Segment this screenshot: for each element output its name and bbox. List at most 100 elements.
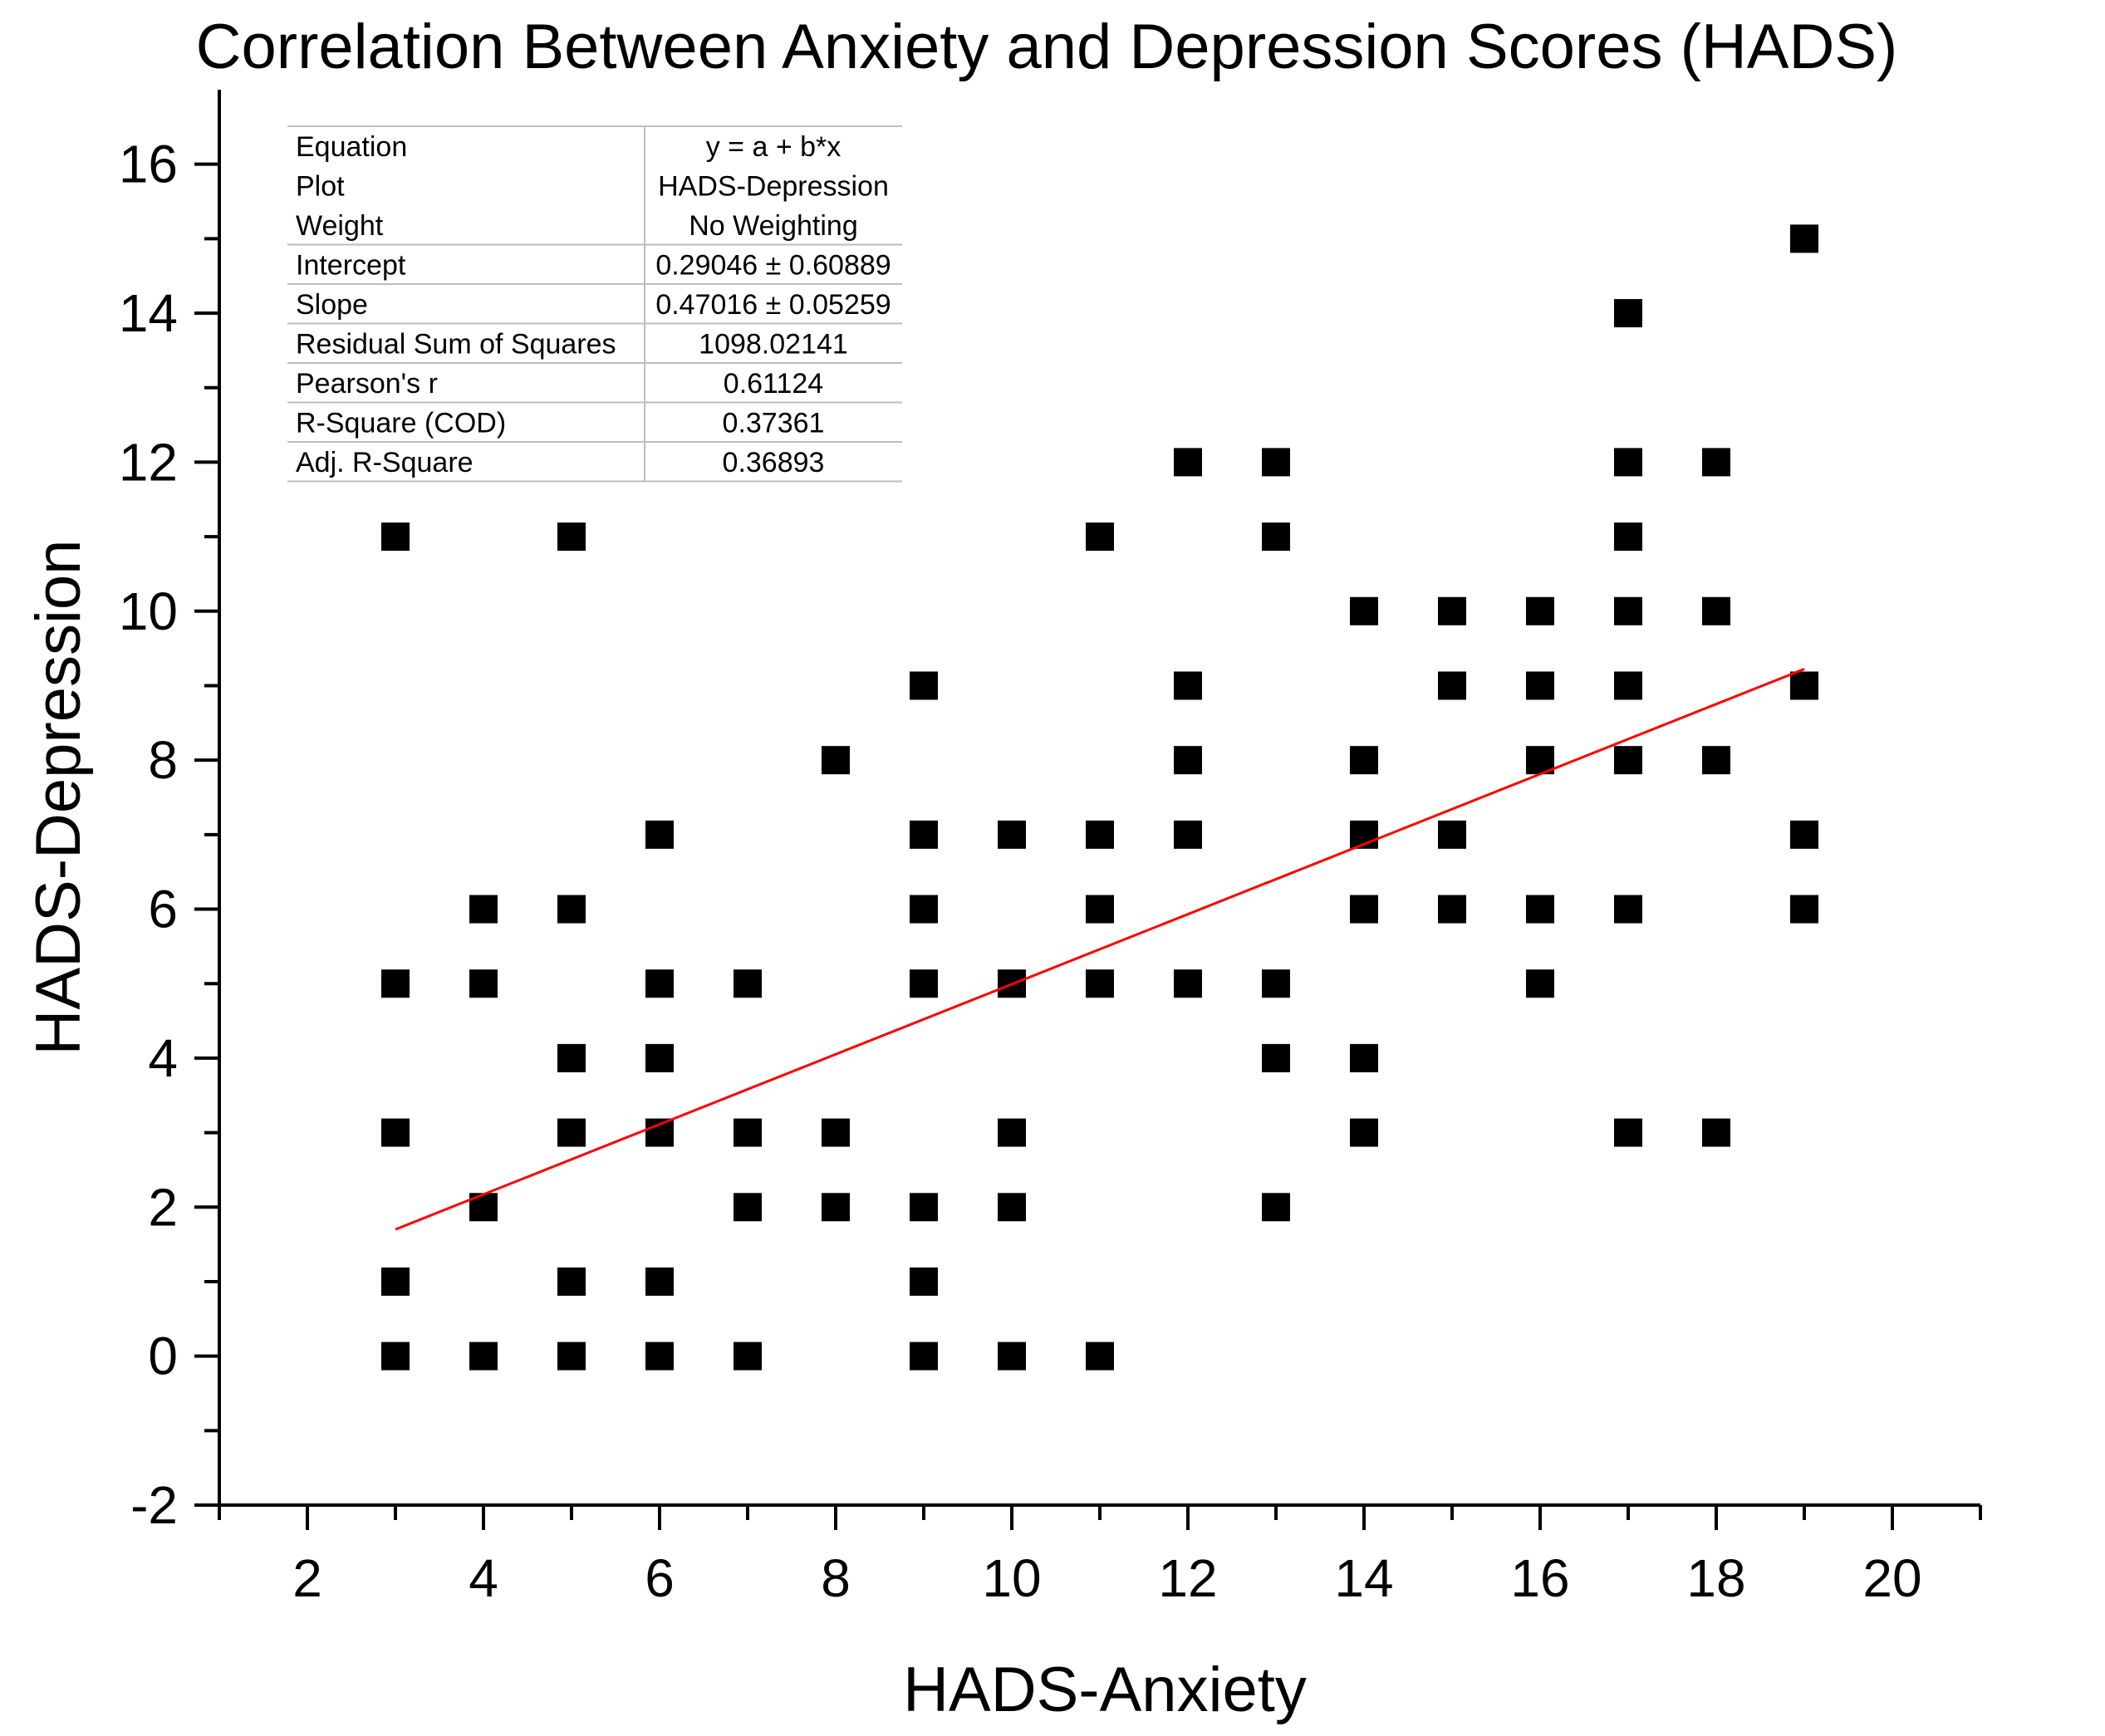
data-point xyxy=(1438,820,1466,849)
stats-value: 1098.02141 xyxy=(699,328,848,360)
data-point xyxy=(1702,596,1730,625)
stats-key: Equation xyxy=(296,131,407,163)
data-point xyxy=(1614,746,1642,775)
stats-key: R-Square (COD) xyxy=(296,407,506,439)
x-tick-label: 20 xyxy=(1862,1548,1921,1608)
data-point xyxy=(645,1043,674,1072)
data-point xyxy=(645,969,674,998)
x-axis-label: HADS-Anxiety xyxy=(903,1655,1307,1725)
x-tick-label: 14 xyxy=(1334,1548,1393,1608)
data-point xyxy=(1614,299,1642,328)
data-point xyxy=(1086,522,1114,552)
data-point xyxy=(998,1193,1026,1222)
tick-labels: 2 4 6 8 10 12 14 16 18 20 -2 0 2 4 6 8 10 12 14 16 xyxy=(119,135,1922,1608)
data-point xyxy=(822,1118,850,1147)
stats-key: Weight xyxy=(296,210,384,242)
stats-value: No Weighting xyxy=(689,210,858,242)
stats-value: 0.61124 xyxy=(724,368,823,400)
data-point xyxy=(557,895,586,924)
data-points xyxy=(381,224,1818,1371)
data-point xyxy=(998,1118,1026,1147)
x-tick-label: 16 xyxy=(1510,1548,1569,1608)
data-point xyxy=(1350,1118,1378,1147)
data-point xyxy=(734,969,762,998)
data-point xyxy=(557,522,586,552)
data-point xyxy=(910,1341,938,1371)
x-tick-label: 2 xyxy=(292,1548,322,1608)
data-point xyxy=(645,1118,674,1147)
data-point xyxy=(1614,1118,1642,1147)
data-point xyxy=(381,522,410,552)
data-point xyxy=(1262,969,1290,998)
axes xyxy=(218,90,1980,1507)
x-tick-label: 12 xyxy=(1158,1548,1217,1608)
data-point xyxy=(998,1341,1026,1371)
data-point xyxy=(381,1118,410,1147)
data-point xyxy=(1614,522,1642,552)
stats-key: Adj. R-Square xyxy=(296,447,474,478)
data-point xyxy=(1262,1043,1290,1072)
data-point xyxy=(1614,895,1642,924)
data-point xyxy=(645,1267,674,1296)
data-point xyxy=(1086,969,1114,998)
data-point xyxy=(1790,820,1818,849)
y-tick-label: 8 xyxy=(148,730,178,790)
data-point xyxy=(645,820,674,849)
data-point xyxy=(1174,746,1202,775)
data-point xyxy=(1262,1193,1290,1222)
stats-value: HADS-Depression xyxy=(658,170,889,202)
data-point xyxy=(998,820,1026,849)
data-point xyxy=(822,1193,850,1222)
data-point xyxy=(1350,1043,1378,1072)
stats-value: 0.37361 xyxy=(723,407,825,439)
data-point xyxy=(381,1341,410,1371)
data-point xyxy=(910,895,938,924)
data-point xyxy=(1174,671,1202,700)
data-point xyxy=(1174,969,1202,998)
x-tick-label: 18 xyxy=(1686,1548,1745,1608)
y-tick-label: 6 xyxy=(148,880,178,939)
y-tick-label: -2 xyxy=(130,1475,178,1535)
data-point xyxy=(1086,820,1114,849)
y-tick-label: 16 xyxy=(119,135,178,194)
data-point xyxy=(1438,596,1466,625)
x-tick-label: 4 xyxy=(469,1548,498,1608)
data-point xyxy=(1438,895,1466,924)
data-point xyxy=(469,895,498,924)
x-tick-label: 8 xyxy=(821,1548,851,1608)
data-point xyxy=(1702,1118,1730,1147)
data-point xyxy=(1790,895,1818,924)
data-point xyxy=(734,1118,762,1147)
data-point xyxy=(1262,448,1290,477)
data-point xyxy=(1526,671,1554,700)
stats-key: Plot xyxy=(296,170,345,202)
data-point xyxy=(734,1193,762,1222)
regression-stats-table: Equation y = a + b*x Plot HADS-Depression We… xyxy=(287,125,902,483)
data-point xyxy=(910,671,938,700)
stats-key: Slope xyxy=(296,289,368,321)
data-point xyxy=(822,746,850,775)
data-point xyxy=(557,1118,586,1147)
stats-value: 0.29046 ± 0.60889 xyxy=(655,249,891,281)
data-point xyxy=(1350,746,1378,775)
data-point xyxy=(1086,1341,1114,1371)
ticks xyxy=(194,162,1982,1530)
stats-value: y = a + b*x xyxy=(706,131,842,163)
data-point xyxy=(1262,522,1290,552)
data-point xyxy=(557,1267,586,1296)
y-axis-label: HADS-Depression xyxy=(23,540,94,1056)
y-tick-label: 4 xyxy=(148,1028,178,1088)
stats-key: Residual Sum of Squares xyxy=(296,328,616,360)
data-point xyxy=(1086,895,1114,924)
y-tick-label: 2 xyxy=(148,1177,178,1237)
data-point xyxy=(469,969,498,998)
data-point xyxy=(910,969,938,998)
y-tick-label: 12 xyxy=(119,432,178,492)
data-point xyxy=(1790,671,1818,700)
data-point xyxy=(645,1341,674,1371)
data-point xyxy=(557,1341,586,1371)
data-point xyxy=(1350,596,1378,625)
data-point xyxy=(381,1267,410,1296)
data-point xyxy=(734,1341,762,1371)
